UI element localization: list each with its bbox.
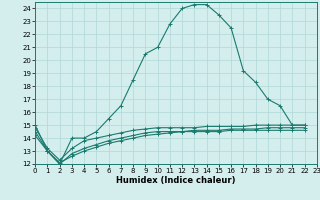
X-axis label: Humidex (Indice chaleur): Humidex (Indice chaleur) (116, 176, 236, 185)
